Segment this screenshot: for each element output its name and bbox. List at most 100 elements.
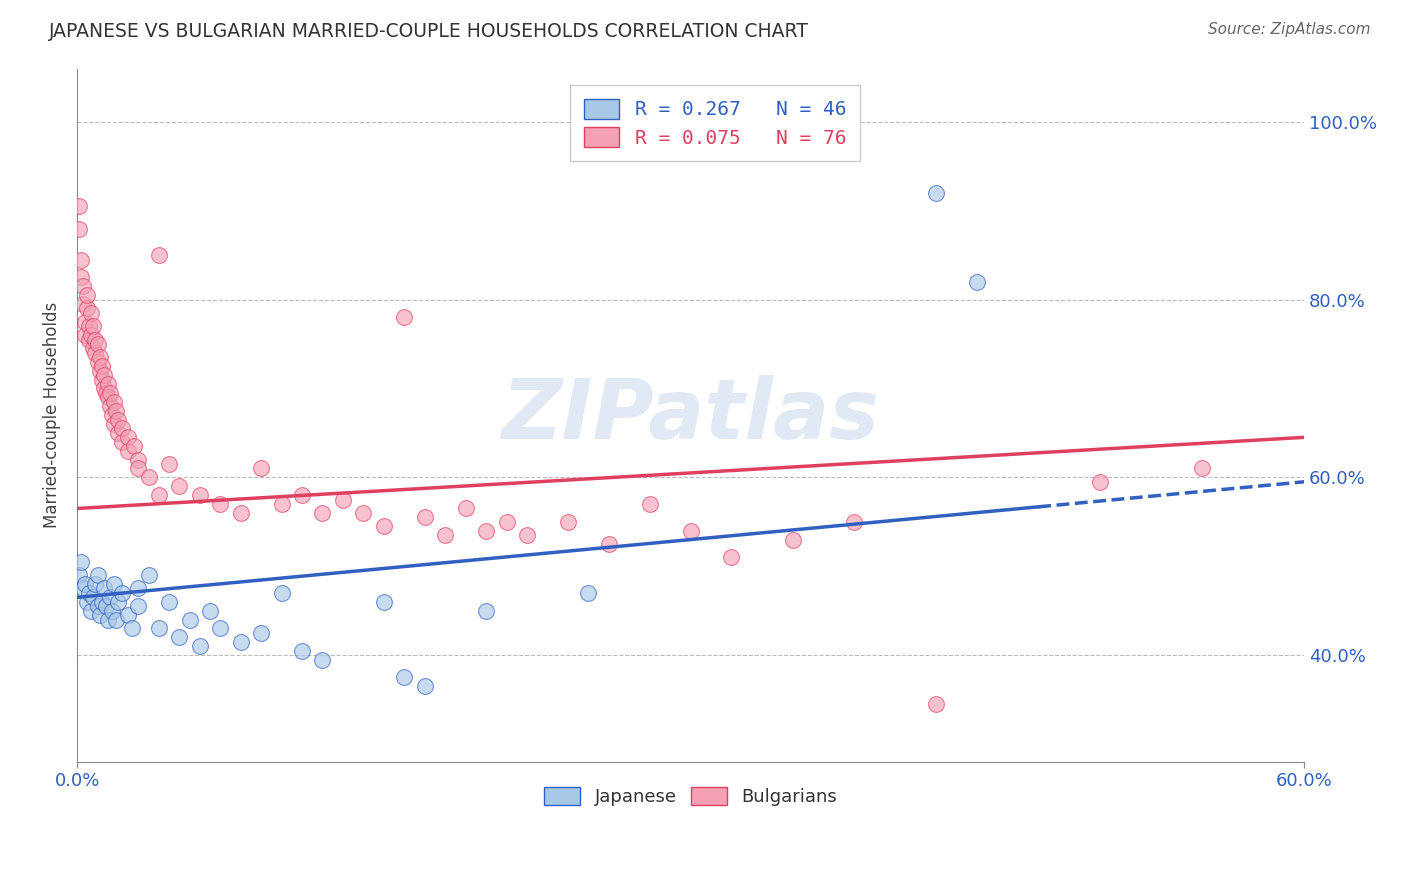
Point [67, 221, 90, 235]
Point [80, 604, 103, 618]
Point [966, 275, 988, 289]
Point [98, 591, 121, 605]
Point [90, 373, 112, 387]
Point [250, 626, 273, 640]
Point [1191, 461, 1213, 475]
Point [127, 461, 149, 475]
Point [352, 506, 374, 520]
Point [138, 568, 160, 582]
Point [679, 524, 702, 538]
Point [97, 377, 120, 392]
Point [117, 608, 139, 623]
Point [373, 595, 395, 609]
Point [250, 461, 273, 475]
Text: ZIPatlas: ZIPatlas [502, 375, 880, 456]
Point [332, 492, 354, 507]
Point [84, 346, 107, 360]
Text: Source: ZipAtlas.com: Source: ZipAtlas.com [1208, 22, 1371, 37]
Point [121, 622, 143, 636]
Point [454, 501, 477, 516]
Point [157, 457, 180, 471]
Point [89, 608, 111, 623]
Point [516, 528, 538, 542]
Point [93, 582, 115, 596]
Point [98, 399, 121, 413]
Point [107, 595, 129, 609]
Point [101, 408, 124, 422]
Point [82, 342, 104, 356]
Point [557, 515, 579, 529]
Point [82, 591, 104, 605]
Point [434, 528, 457, 542]
Point [188, 639, 211, 653]
Point [101, 604, 124, 618]
Point [98, 386, 121, 401]
Point [103, 577, 125, 591]
Point [86, 599, 108, 614]
Point [311, 652, 333, 666]
Point [179, 613, 201, 627]
Point [75, 315, 97, 329]
Point [291, 488, 314, 502]
Point [104, 613, 127, 627]
Point [198, 604, 221, 618]
Point [925, 186, 948, 200]
Point [89, 364, 111, 378]
Point [72, 297, 94, 311]
Point [229, 506, 252, 520]
Point [138, 470, 160, 484]
Point [97, 390, 120, 404]
Point [127, 452, 149, 467]
Point [93, 382, 115, 396]
Point [104, 403, 127, 417]
Point [70, 555, 93, 569]
Point [188, 488, 211, 502]
Point [127, 582, 149, 596]
Y-axis label: Married-couple Households: Married-couple Households [44, 302, 60, 528]
Point [67, 568, 90, 582]
Point [80, 328, 103, 343]
Point [394, 310, 416, 325]
Point [720, 550, 742, 565]
Point [373, 519, 395, 533]
Point [495, 515, 517, 529]
Point [475, 604, 498, 618]
Point [82, 319, 104, 334]
Point [79, 319, 101, 334]
Point [111, 434, 134, 449]
Point [97, 613, 120, 627]
Point [844, 515, 866, 529]
Point [311, 506, 333, 520]
Point [89, 351, 111, 365]
Point [576, 586, 599, 600]
Point [103, 394, 125, 409]
Point [117, 430, 139, 444]
Point [84, 577, 107, 591]
Legend: Japanese, Bulgarians: Japanese, Bulgarians [534, 778, 846, 815]
Point [75, 577, 97, 591]
Point [475, 524, 498, 538]
Point [76, 595, 98, 609]
Point [598, 537, 620, 551]
Point [70, 252, 93, 267]
Point [270, 497, 292, 511]
Point [229, 634, 252, 648]
Point [79, 333, 101, 347]
Point [394, 670, 416, 684]
Point [80, 306, 103, 320]
Text: JAPANESE VS BULGARIAN MARRIED-COUPLE HOUSEHOLDS CORRELATION CHART: JAPANESE VS BULGARIAN MARRIED-COUPLE HOU… [49, 22, 808, 41]
Point [209, 497, 232, 511]
Point [148, 488, 170, 502]
Point [84, 333, 107, 347]
Point [76, 301, 98, 316]
Point [291, 643, 314, 657]
Point [93, 368, 115, 383]
Point [413, 679, 436, 693]
Point [75, 328, 97, 343]
Point [111, 421, 134, 435]
Point [76, 288, 98, 302]
Point [94, 386, 117, 401]
Point [107, 412, 129, 426]
Point [86, 568, 108, 582]
Point [270, 586, 292, 600]
